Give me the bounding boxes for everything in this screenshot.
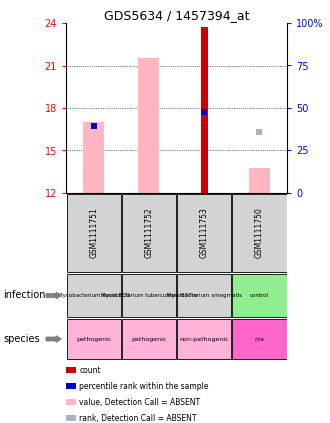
Bar — [177, 274, 231, 317]
Text: n/a: n/a — [254, 337, 264, 341]
Text: count: count — [79, 365, 101, 374]
Text: Mycobacterium tuberculosis H37ra: Mycobacterium tuberculosis H37ra — [101, 293, 197, 298]
Text: Mycobacterium smegmatis: Mycobacterium smegmatis — [167, 293, 242, 298]
Bar — [177, 194, 231, 272]
Title: GDS5634 / 1457394_at: GDS5634 / 1457394_at — [104, 9, 249, 22]
Text: Mycobacterium bovis BCG: Mycobacterium bovis BCG — [58, 293, 130, 298]
Text: infection: infection — [3, 291, 46, 300]
Bar — [177, 319, 231, 359]
Bar — [249, 168, 270, 193]
Text: species: species — [3, 334, 40, 344]
Bar — [232, 274, 286, 317]
Bar — [138, 58, 159, 193]
Bar — [67, 319, 121, 359]
Bar — [67, 274, 121, 317]
Bar — [201, 27, 208, 193]
Bar — [232, 319, 286, 359]
Bar — [83, 122, 104, 193]
Text: GSM1111752: GSM1111752 — [145, 208, 153, 258]
Text: GSM1111750: GSM1111750 — [255, 208, 264, 258]
Text: pathogenic: pathogenic — [131, 337, 167, 341]
Text: GSM1111753: GSM1111753 — [200, 208, 209, 258]
Text: value, Detection Call = ABSENT: value, Detection Call = ABSENT — [79, 398, 200, 407]
Bar — [232, 194, 286, 272]
Bar — [122, 194, 176, 272]
Text: control: control — [250, 293, 269, 298]
Text: rank, Detection Call = ABSENT: rank, Detection Call = ABSENT — [79, 414, 197, 423]
Text: non-pathogenic: non-pathogenic — [180, 337, 229, 341]
Text: pathogenic: pathogenic — [76, 337, 111, 341]
Bar — [122, 319, 176, 359]
Bar — [122, 274, 176, 317]
Text: percentile rank within the sample: percentile rank within the sample — [79, 382, 209, 390]
Bar — [67, 194, 121, 272]
Text: GSM1111751: GSM1111751 — [89, 208, 98, 258]
